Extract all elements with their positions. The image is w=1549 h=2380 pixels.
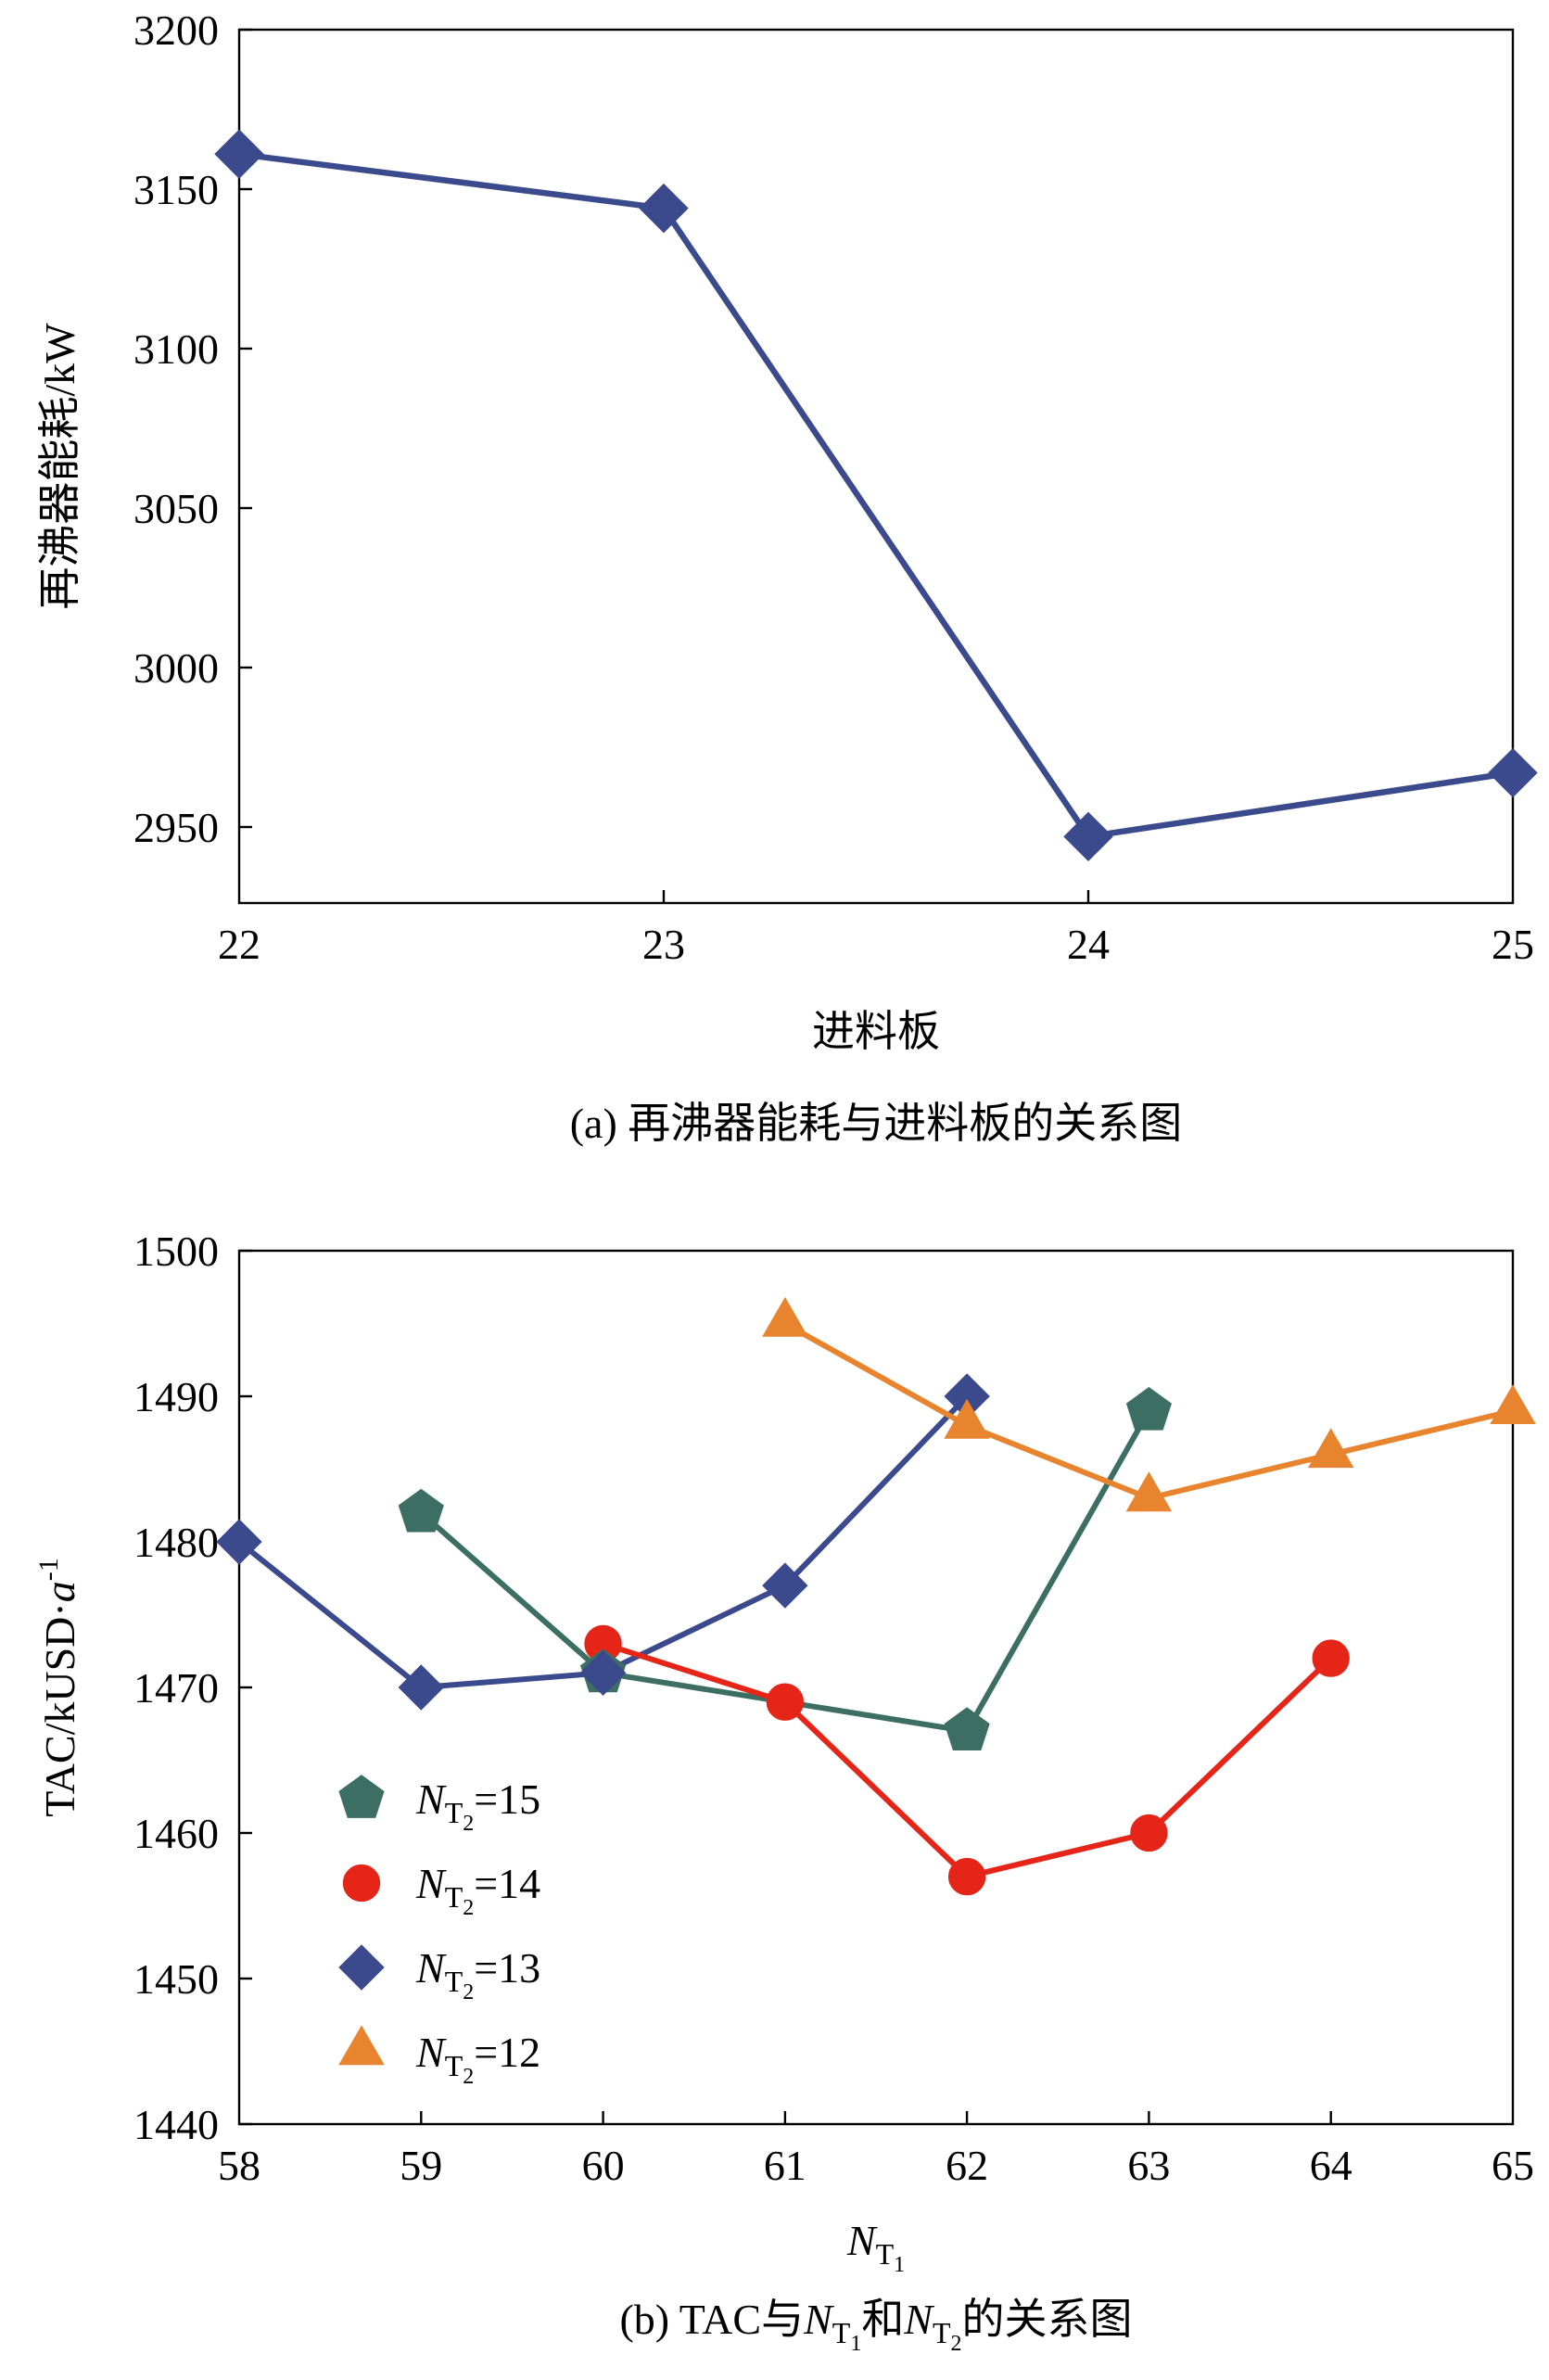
svg-text:62: 62 <box>946 2142 988 2189</box>
svg-text:NT1: NT1 <box>846 2217 905 2277</box>
svg-text:24: 24 <box>1067 921 1110 968</box>
svg-text:1470: 1470 <box>133 1664 219 1712</box>
svg-text:63: 63 <box>1127 2142 1170 2189</box>
svg-text:23: 23 <box>642 921 685 968</box>
svg-text:1480: 1480 <box>133 1519 219 1566</box>
svg-text:61: 61 <box>764 2142 806 2189</box>
svg-text:(a) 再沸器能耗与进料板的关系图: (a) 再沸器能耗与进料板的关系图 <box>570 1100 1183 1147</box>
svg-text:3000: 3000 <box>133 644 219 692</box>
svg-text:1460: 1460 <box>133 1810 219 1857</box>
svg-text:1500: 1500 <box>133 1228 219 1275</box>
svg-text:NT2=15: NT2=15 <box>415 1775 540 1836</box>
svg-text:3200: 3200 <box>133 6 219 54</box>
svg-text:3050: 3050 <box>133 485 219 532</box>
svg-text:进料板: 进料板 <box>812 1008 940 1055</box>
svg-text:2950: 2950 <box>133 804 219 851</box>
svg-text:(b) TAC与NT1和NT2的关系图: (b) TAC与NT1和NT2的关系图 <box>619 2296 1132 2356</box>
svg-text:NT2=14: NT2=14 <box>415 1860 540 1920</box>
svg-text:1490: 1490 <box>133 1373 219 1420</box>
svg-text:25: 25 <box>1492 921 1534 968</box>
svg-text:NT2=13: NT2=13 <box>415 1944 540 2005</box>
svg-text:60: 60 <box>582 2142 625 2189</box>
svg-text:3100: 3100 <box>133 325 219 373</box>
svg-text:再沸器能耗/kW: 再沸器能耗/kW <box>36 323 83 610</box>
svg-text:22: 22 <box>218 921 260 968</box>
svg-text:3150: 3150 <box>133 166 219 213</box>
svg-text:TAC/kUSD·a-1: TAC/kUSD·a-1 <box>33 1558 83 1816</box>
svg-text:1440: 1440 <box>133 2101 219 2148</box>
svg-text:58: 58 <box>218 2142 260 2189</box>
svg-text:NT2=12: NT2=12 <box>415 2029 540 2089</box>
svg-text:64: 64 <box>1310 2142 1352 2189</box>
svg-text:59: 59 <box>400 2142 442 2189</box>
svg-text:1450: 1450 <box>133 1955 219 2003</box>
svg-text:65: 65 <box>1492 2142 1534 2189</box>
